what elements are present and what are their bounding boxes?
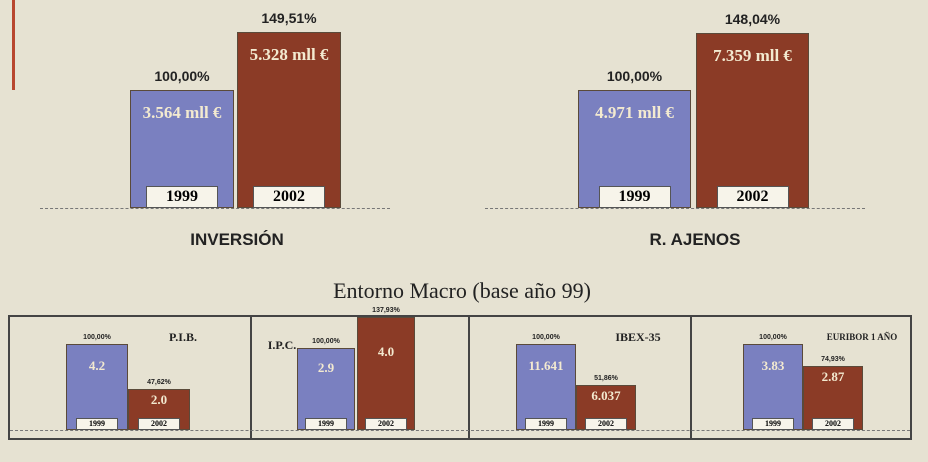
bar: 7.359 mll € [696,33,809,208]
bar: 2.9 [297,348,355,430]
chart-title: EURIBOR 1 AÑO [826,332,898,342]
category-label: 2002 [253,186,325,208]
amount-label: 6.037 [591,388,621,404]
amount-label: 4.971 mll € [595,103,674,122]
value-label: 47,62% [147,379,171,387]
chart-title: I.P.C. [267,338,297,352]
category-label: 1999 [598,186,671,208]
bar: 4.2 [66,344,128,430]
value-label: 100,00% [532,334,560,341]
value-label: 100,00% [606,68,663,84]
value-label: 100,00% [83,334,111,341]
amount-label: 2.87 [821,368,845,384]
category-label: 2002 [365,418,407,430]
category-label: 2002 [716,186,789,208]
amount-label: 2.0 [150,392,168,408]
category-label: 2002 [585,418,627,430]
bar: 5.328 mll € [237,31,341,208]
category-label: 2002 [138,418,180,430]
amount-label: 3.564 mll € [142,103,222,122]
category-label: 1999 [305,418,347,430]
bar: 3.83 [743,344,803,430]
chart-title: P.I.B. [169,330,197,344]
category-label: 1999 [752,418,794,430]
category-label: 2002 [812,418,854,430]
category-label: 1999 [525,418,567,430]
value-label: 100,00% [154,68,210,84]
chart-title: INVERSIÓN [190,230,284,249]
amount-label: 5.328 mll € [249,44,329,64]
value-label: 74,93% [821,355,845,363]
baseline [40,208,390,209]
category-label: 1999 [76,418,118,430]
decor [12,0,15,90]
value-label: 100,00% [759,334,787,341]
value-label: 148,04% [724,11,781,28]
panel [690,315,912,440]
amount-label: 7.359 mll € [713,46,792,66]
value-label: 51,86% [594,375,618,383]
amount-label: 4.0 [377,344,395,360]
amount-label: 2.9 [317,360,335,375]
category-label: 1999 [146,186,218,208]
value-label: 149,51% [261,9,317,26]
bar: 11.641 [516,344,576,430]
amount-label: 4.2 [88,358,106,373]
amount-label: 3.83 [761,358,785,373]
value-label: 100,00% [312,338,340,345]
baseline [10,430,910,431]
chart-title: IBEX-35 [615,330,661,344]
value-label: 137,93% [372,306,400,314]
section-heading: Entorno Macro (base año 99) [333,278,591,303]
bar: 4.0 [357,316,415,430]
chart-title: R. AJENOS [649,230,741,249]
amount-label: 11.641 [528,358,564,373]
baseline [485,208,865,209]
